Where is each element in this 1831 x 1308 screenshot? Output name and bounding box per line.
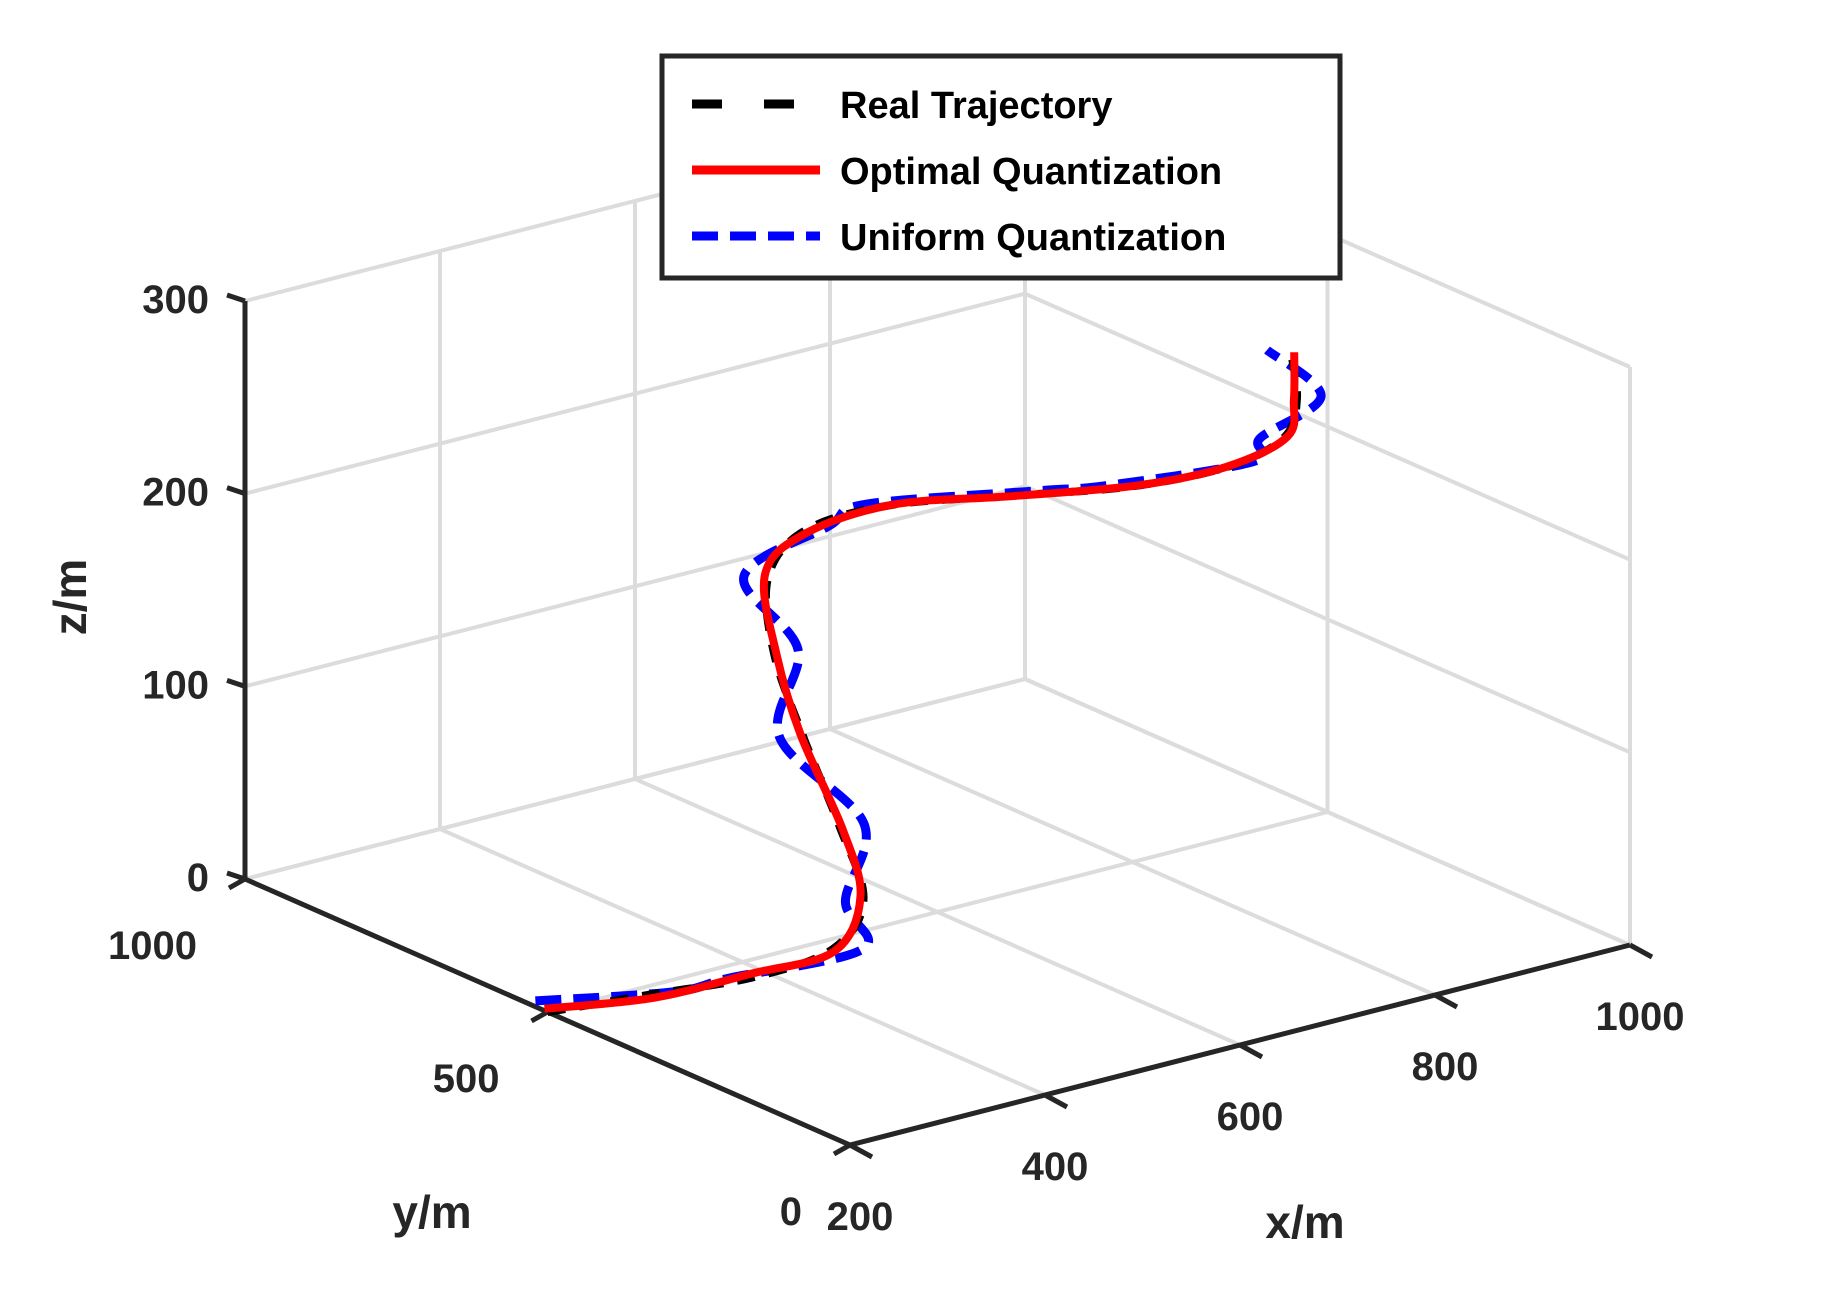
z-tick	[226, 677, 246, 689]
z-tick-label: 0	[187, 856, 209, 900]
grid-line	[244, 484, 1026, 689]
series-line-1	[546, 352, 1302, 1016]
tick-labels: 200 400 600 800 1000 0 500 1000 0 100 200 300	[108, 278, 1684, 1239]
y-tick-label: 0	[780, 1190, 802, 1234]
x-tick-label: 400	[1022, 1145, 1089, 1189]
x-tick	[1433, 992, 1459, 1010]
x-tick-label: 1000	[1596, 995, 1685, 1039]
x-tick	[1628, 942, 1654, 960]
y-tick	[832, 1142, 852, 1157]
x-tick	[848, 1142, 874, 1160]
z-tick-label: 100	[142, 663, 209, 707]
x-tick-label: 800	[1412, 1045, 1479, 1089]
x-tick	[1238, 1042, 1264, 1060]
legend-label-real: Real Trajectory	[840, 85, 1112, 127]
z-tick-label: 300	[142, 278, 209, 322]
z-tick	[226, 292, 246, 304]
y-tick	[530, 1009, 549, 1024]
grid-line	[244, 291, 1026, 496]
x-tick-label: 600	[1217, 1095, 1284, 1139]
grid-line	[1024, 291, 1631, 562]
x-axis-label: x/m	[1265, 1196, 1344, 1248]
z-tick	[226, 870, 246, 882]
series-lines	[535, 346, 1326, 1016]
grid-line	[1024, 484, 1631, 755]
grid-line	[1024, 677, 1631, 947]
y-tick-label: 500	[433, 1057, 500, 1101]
series-line-3	[535, 346, 1326, 1006]
series-line-2	[544, 352, 1299, 1013]
grid-line	[547, 810, 1328, 1014]
legend: Real Trajectory Optimal Quantization Uni…	[659, 53, 1343, 281]
z-tick-label: 200	[142, 471, 209, 515]
legend-label-uniform: Uniform Quantization	[840, 217, 1226, 259]
x-tick-label: 200	[827, 1195, 894, 1239]
axes	[226, 292, 1654, 1160]
y-axis-label: y/m	[392, 1186, 471, 1238]
z-axis-label: z/m	[44, 559, 96, 636]
z-tick	[226, 485, 246, 497]
x-tick	[1043, 1092, 1069, 1110]
legend-label-optimal: Optimal Quantization	[840, 151, 1222, 193]
y-tick-label: 1000	[108, 924, 197, 968]
grid-line	[244, 677, 1026, 881]
